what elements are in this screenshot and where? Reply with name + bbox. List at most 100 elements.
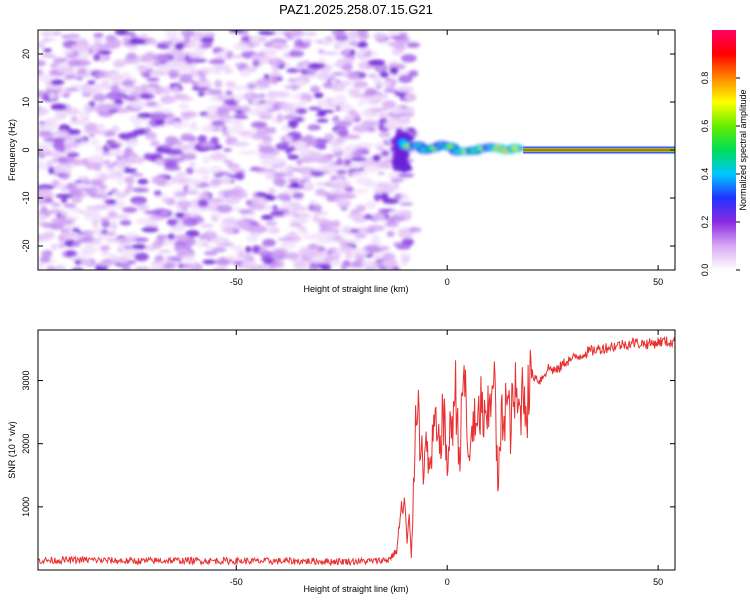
- noise-blob: [52, 151, 62, 159]
- snr-frame: [37, 329, 676, 571]
- noise-blob: [210, 197, 225, 204]
- noise-blob: [38, 145, 49, 154]
- noise-blob: [251, 245, 261, 254]
- noise-blob: [302, 39, 312, 45]
- noise-blob: [90, 130, 108, 135]
- figure-title: PAZ1.2025.258.07.15.G21: [279, 2, 433, 17]
- noise-blob: [365, 142, 373, 151]
- noise-blob: [397, 172, 415, 178]
- noise-blob: [305, 70, 317, 76]
- noise-blob: [158, 249, 172, 254]
- snr-x-ticks: -50 0 50: [230, 330, 663, 587]
- noise-blob: [180, 30, 195, 37]
- noise-blob: [131, 244, 147, 250]
- noise-blob: [99, 55, 107, 63]
- noise-blob: [85, 205, 102, 211]
- noise-blob: [69, 134, 85, 140]
- noise-blob: [213, 64, 231, 70]
- noise-blob: [342, 134, 361, 140]
- spectrogram-heatmap: [38, 30, 675, 270]
- noise-blob: [111, 125, 120, 133]
- noise-blob: [215, 258, 231, 266]
- noise-blob: [57, 62, 70, 69]
- noise-blob: [51, 202, 61, 208]
- noise-blob: [106, 163, 115, 169]
- y-tick-label: -10: [21, 191, 31, 204]
- noise-blob: [371, 234, 380, 243]
- noise-blob: [367, 73, 378, 78]
- noise-blob: [54, 109, 67, 118]
- noise-blob: [333, 94, 347, 104]
- noise-blobs: [38, 30, 422, 270]
- noise-blob: [397, 38, 410, 43]
- noise-blob: [53, 264, 67, 270]
- snr-panel: -50 0 50 1000 2000 3000 Height of straight l…: [7, 329, 676, 594]
- noise-blob: [150, 88, 168, 93]
- noise-blob: [155, 158, 164, 167]
- noise-blob: [272, 65, 280, 73]
- noise-blob: [164, 181, 174, 187]
- noise-blob: [88, 100, 96, 108]
- noise-blob: [175, 212, 185, 219]
- noise-blob: [211, 120, 225, 127]
- transition-segment-core: [414, 144, 421, 147]
- y-tick-label: 10: [21, 97, 31, 107]
- noise-blob: [367, 224, 385, 232]
- noise-blob: [176, 200, 192, 209]
- noise-blob: [349, 229, 360, 233]
- noise-blob: [389, 35, 406, 40]
- noise-blob: [233, 115, 249, 120]
- noise-blob: [131, 172, 144, 177]
- noise-blob: [242, 264, 260, 270]
- noise-blob: [224, 196, 240, 205]
- noise-blob: [93, 33, 104, 38]
- noise-blob: [239, 150, 258, 155]
- spectrogram-y-label: Frequency (Hz): [7, 119, 17, 181]
- noise-blob: [332, 40, 344, 49]
- noise-blob: [113, 60, 124, 68]
- noise-blob: [62, 92, 70, 99]
- noise-blob: [66, 152, 80, 158]
- noise-blob: [117, 245, 124, 254]
- noise-blob: [373, 32, 387, 40]
- noise-blob: [353, 80, 368, 89]
- noise-blob: [75, 37, 88, 43]
- noise-blob: [201, 142, 216, 148]
- noise-blob: [38, 184, 55, 191]
- noise-blob: [316, 118, 329, 123]
- noise-blob: [274, 91, 290, 98]
- noise-blob: [169, 59, 187, 69]
- noise-blob: [38, 161, 45, 169]
- noise-blob: [277, 237, 294, 242]
- noise-blob: [379, 71, 390, 78]
- noise-blob: [350, 92, 364, 99]
- noise-blob: [163, 262, 177, 270]
- noise-blob: [289, 94, 303, 99]
- noise-blob: [341, 57, 355, 65]
- noise-blob: [268, 227, 280, 235]
- noise-blob: [82, 105, 92, 110]
- noise-blob: [289, 223, 303, 227]
- noise-blob: [58, 67, 74, 74]
- noise-blob: [110, 80, 123, 86]
- noise-blob: [99, 184, 108, 190]
- noise-blob: [48, 117, 63, 121]
- noise-blob: [223, 69, 234, 74]
- noise-blob: [381, 100, 397, 109]
- noise-blob: [308, 170, 325, 177]
- noise-blob: [365, 200, 376, 210]
- noise-blob: [138, 92, 152, 100]
- noise-blob: [179, 153, 197, 161]
- noise-blob: [330, 145, 343, 153]
- noise-blob: [228, 118, 244, 125]
- colorbar-tick-label: 0.0: [700, 264, 710, 277]
- noise-blob: [261, 214, 275, 221]
- noise-blob: [179, 73, 193, 82]
- noise-blob: [71, 227, 81, 233]
- noise-blob: [225, 136, 238, 145]
- noise-blob: [182, 217, 199, 227]
- noise-blob: [286, 67, 300, 73]
- noise-blob: [79, 258, 92, 266]
- noise-blob: [279, 102, 294, 111]
